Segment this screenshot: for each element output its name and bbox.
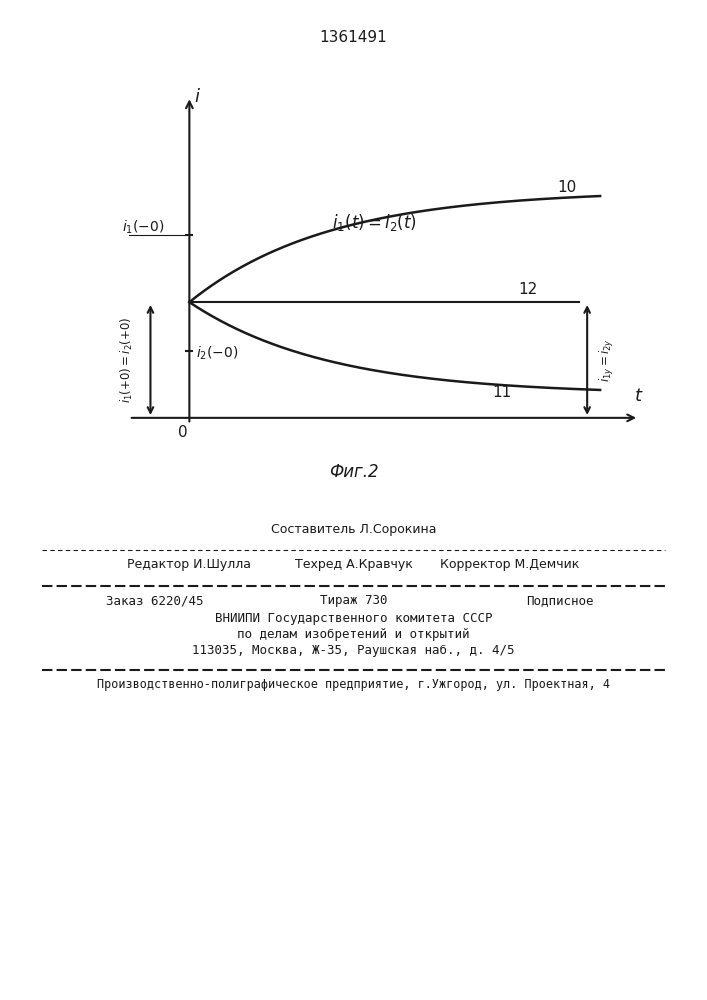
Text: $i_1(t)=i_2(t)$: $i_1(t)=i_2(t)$: [332, 212, 417, 233]
Text: Заказ 6220/45: Заказ 6220/45: [106, 594, 204, 607]
Text: 1361491: 1361491: [320, 30, 387, 45]
Text: t: t: [635, 387, 642, 405]
Text: 11: 11: [492, 385, 511, 400]
Text: i: i: [194, 88, 199, 106]
Text: $i_{1y}=i_{2y}$: $i_{1y}=i_{2y}$: [597, 338, 616, 382]
Text: по делам изобретений и открытий: по делам изобретений и открытий: [238, 628, 469, 641]
Text: Фиг.2: Фиг.2: [329, 463, 378, 481]
Text: $i_1(+0)=i_2(+0)$: $i_1(+0)=i_2(+0)$: [119, 317, 135, 403]
Text: 12: 12: [518, 282, 537, 297]
Text: 10: 10: [557, 180, 576, 195]
Text: Тираж 730: Тираж 730: [320, 594, 387, 607]
Text: ВНИИПИ Государственного комитета СССР: ВНИИПИ Государственного комитета СССР: [215, 612, 492, 625]
Text: Составитель Л.Сорокина: Составитель Л.Сорокина: [271, 523, 436, 536]
Text: Подписное: Подписное: [527, 594, 594, 607]
Text: Редактор И.Шулла: Редактор И.Шулла: [127, 558, 251, 571]
Text: $i_2(-0)$: $i_2(-0)$: [196, 344, 238, 362]
Text: Техред А.Кравчук: Техред А.Кравчук: [295, 558, 412, 571]
Text: Производственно-полиграфическое предприятие, г.Ужгород, ул. Проектная, 4: Производственно-полиграфическое предприя…: [97, 678, 610, 691]
Text: $i_1(-0)$: $i_1(-0)$: [122, 218, 165, 236]
Text: 0: 0: [178, 425, 187, 440]
Text: 113035, Москва, Ж-35, Раушская наб., д. 4/5: 113035, Москва, Ж-35, Раушская наб., д. …: [192, 644, 515, 657]
Text: Корректор М.Демчик: Корректор М.Демчик: [440, 558, 580, 571]
